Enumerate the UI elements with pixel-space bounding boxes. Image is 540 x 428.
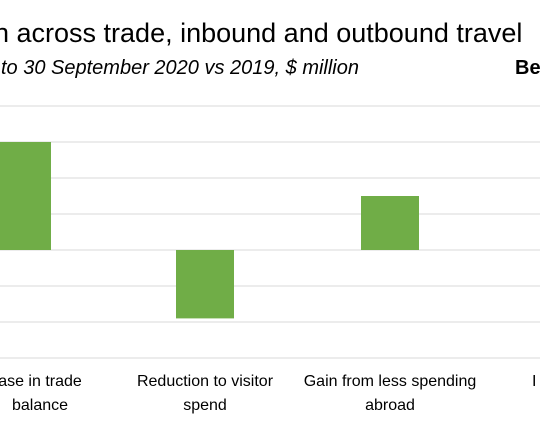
category-label-line: abroad	[365, 397, 415, 414]
chart-subtitle: to 30 September 2020 vs 2019, $ million	[1, 57, 359, 79]
category-label-line	[532, 394, 540, 418]
bar-1	[176, 250, 234, 319]
category-label-2: Gain from less spending abroad	[280, 370, 500, 418]
category-label-line: Reduction to visitor	[136, 373, 274, 390]
corner-label: Be	[515, 57, 540, 79]
bars	[0, 142, 419, 319]
category-label-line: balance	[11, 397, 69, 414]
bar-0	[0, 142, 51, 250]
category-label-line: spend	[183, 397, 227, 414]
bar-2	[361, 196, 419, 250]
category-label-line: I	[532, 373, 537, 390]
chart-title: n across trade, inbound and outbound tra…	[0, 18, 523, 48]
category-label-1: Reduction to visitor spend	[95, 370, 315, 418]
category-label-line: ase in trade	[0, 373, 82, 390]
category-label-line: Gain from less spending	[303, 373, 477, 390]
gridlines	[0, 105, 540, 359]
category-label-0: ase in trade balance	[0, 370, 90, 418]
category-label-3: I	[532, 370, 540, 418]
